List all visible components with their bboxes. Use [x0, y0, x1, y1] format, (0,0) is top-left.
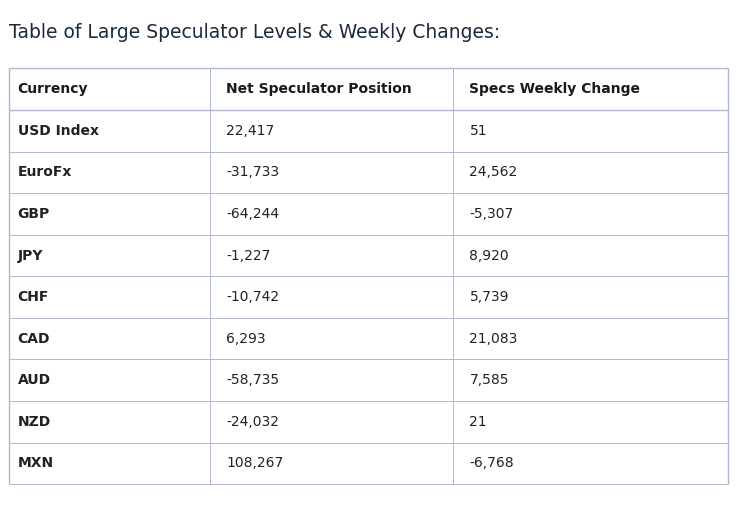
Text: 21: 21 — [469, 415, 487, 429]
Text: -10,742: -10,742 — [226, 290, 279, 304]
Text: 6,293: 6,293 — [226, 332, 266, 346]
Text: 51: 51 — [469, 124, 487, 138]
Text: -64,244: -64,244 — [226, 207, 279, 221]
Text: -6,768: -6,768 — [469, 456, 514, 470]
Text: AUD: AUD — [18, 373, 51, 387]
Text: EuroFx: EuroFx — [18, 165, 72, 179]
Text: Table of Large Speculator Levels & Weekly Changes:: Table of Large Speculator Levels & Weekl… — [9, 23, 500, 42]
Text: 5,739: 5,739 — [469, 290, 509, 304]
Text: NZD: NZD — [18, 415, 51, 429]
Text: JPY: JPY — [18, 248, 43, 263]
Text: Specs Weekly Change: Specs Weekly Change — [469, 82, 640, 96]
Text: Net Speculator Position: Net Speculator Position — [226, 82, 412, 96]
Text: -31,733: -31,733 — [226, 165, 279, 179]
Text: 7,585: 7,585 — [469, 373, 509, 387]
Text: 8,920: 8,920 — [469, 248, 509, 263]
Text: -24,032: -24,032 — [226, 415, 279, 429]
Text: USD Index: USD Index — [18, 124, 99, 138]
Text: -5,307: -5,307 — [469, 207, 514, 221]
Text: -58,735: -58,735 — [226, 373, 279, 387]
Text: -1,227: -1,227 — [226, 248, 270, 263]
Text: 24,562: 24,562 — [469, 165, 517, 179]
Text: GBP: GBP — [18, 207, 50, 221]
Text: MXN: MXN — [18, 456, 54, 470]
Text: CAD: CAD — [18, 332, 50, 346]
Text: 22,417: 22,417 — [226, 124, 274, 138]
Text: 108,267: 108,267 — [226, 456, 284, 470]
Text: Currency: Currency — [18, 82, 88, 96]
Text: 21,083: 21,083 — [469, 332, 518, 346]
Text: CHF: CHF — [18, 290, 49, 304]
